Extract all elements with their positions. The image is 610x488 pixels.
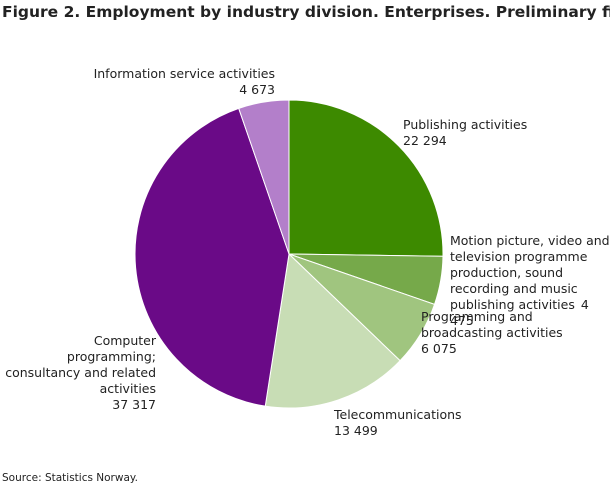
slice-label: Information service activities 4 673 xyxy=(60,66,275,98)
slice xyxy=(238,99,290,255)
slice-label: Telecommunications 13 499 xyxy=(334,407,494,439)
slice-label: Programming and broadcasting activities 6… xyxy=(421,309,571,357)
slice xyxy=(264,252,401,409)
slice-label: Computer programming; consultancy and re… xyxy=(2,333,156,413)
value-label: 13 499 xyxy=(334,423,378,438)
category-name: Programming and broadcasting activities xyxy=(421,309,563,340)
value-label: 6 075 xyxy=(421,341,457,356)
value-label: 4 673 xyxy=(239,82,275,97)
category-name: Information service activities xyxy=(93,66,275,81)
value-label: 22 294 xyxy=(403,133,447,148)
source: Source: Statistics Norway. xyxy=(2,472,138,484)
slice xyxy=(288,99,444,257)
category-name: Telecommunications xyxy=(334,407,462,422)
category-name: Computer programming; consultancy and re… xyxy=(5,333,156,396)
slice xyxy=(134,107,290,407)
slice-label: Motion picture, video and television pro… xyxy=(450,233,610,329)
category-name: Motion picture, video and television pro… xyxy=(450,233,610,312)
slice-label: Publishing activities 22 294 xyxy=(403,117,593,149)
category-name: Publishing activities xyxy=(403,117,528,132)
value-label: 4 475 xyxy=(450,297,589,328)
value-label: 37 317 xyxy=(112,397,156,412)
chart-title: Figure 2. Employment by industry divisio… xyxy=(2,3,610,21)
